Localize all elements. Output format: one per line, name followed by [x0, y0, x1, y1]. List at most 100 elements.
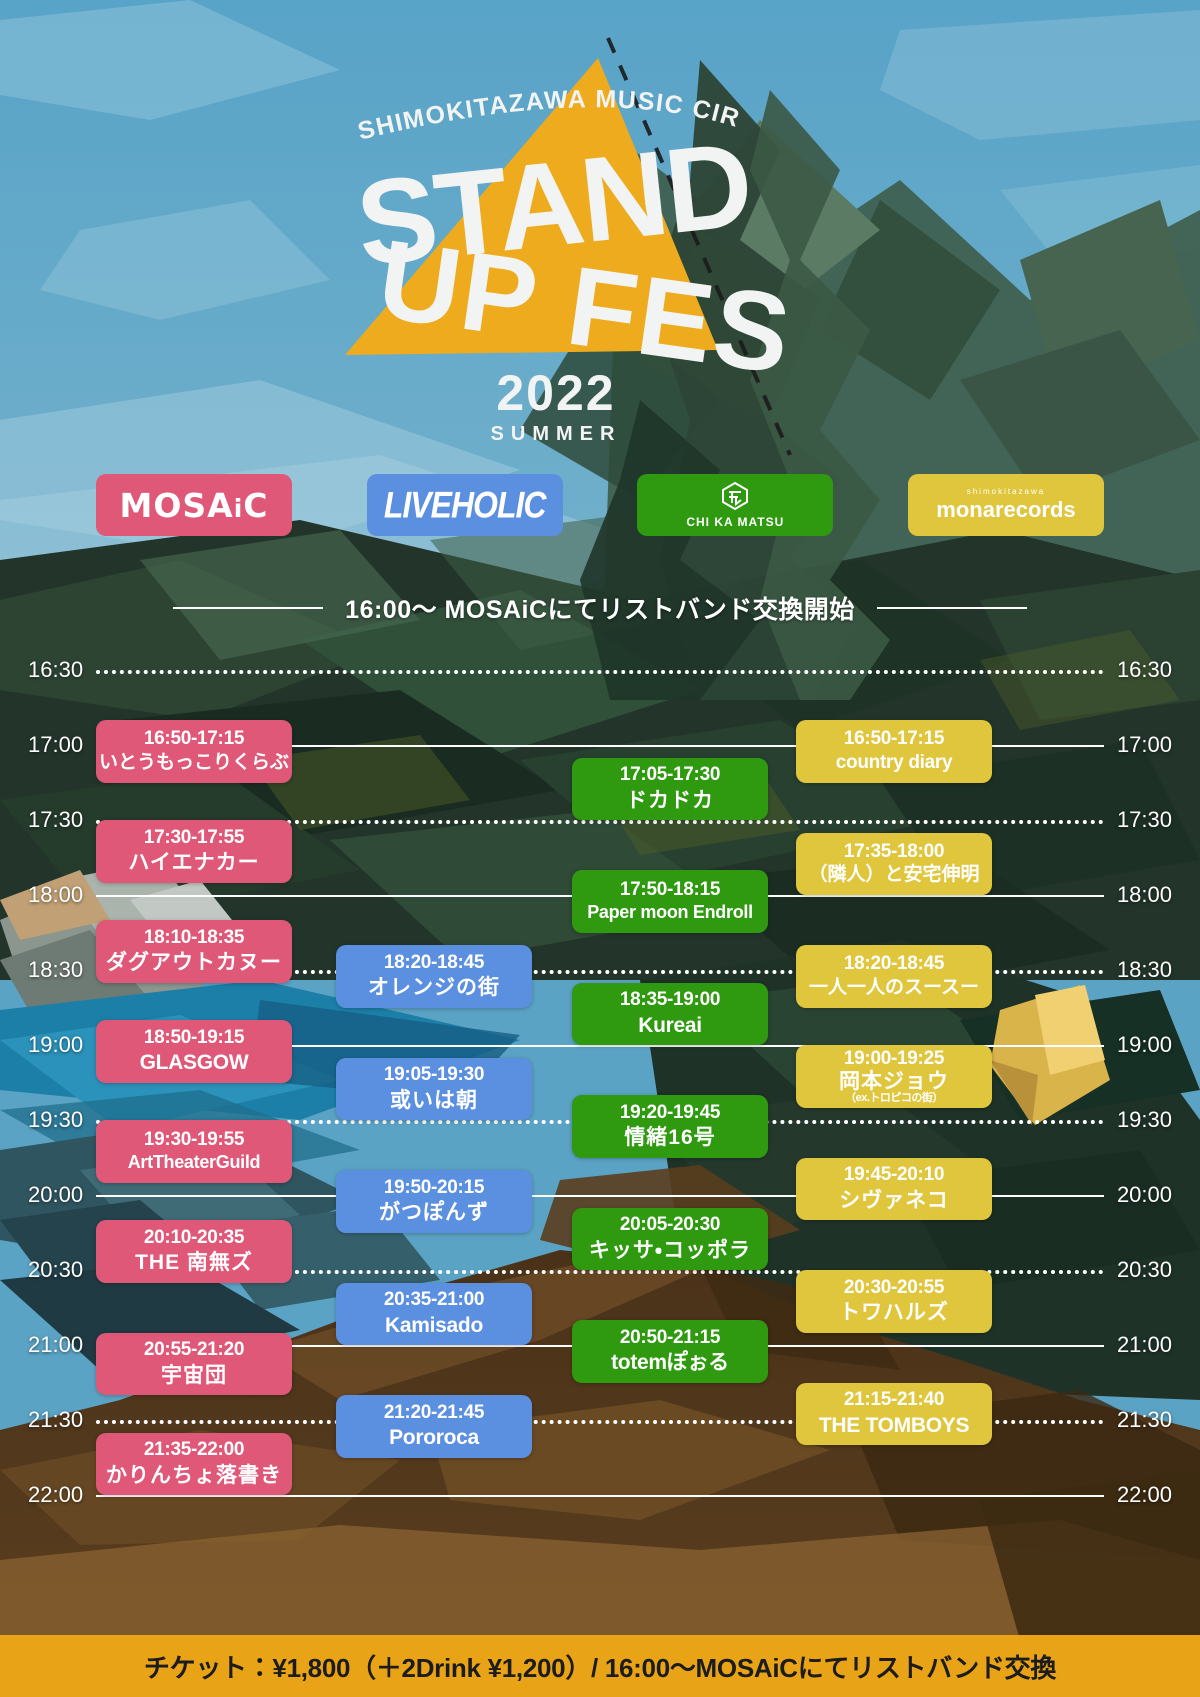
slot-artist-name: country diary — [835, 751, 953, 773]
time-label-left-19-30: 19:30 — [28, 1107, 84, 1132]
slot-time: 17:35-18:00 — [843, 840, 945, 862]
slot-time: 16:50-17:15 — [843, 728, 945, 750]
slot-chikamatsu-1[interactable]: 17:05-17:30 ドカドカ — [572, 757, 768, 820]
venue-logo-mosaic[interactable]: MOSAiC — [96, 474, 292, 536]
slot-monarecords-2[interactable]: 17:35-18:00 （隣人）と安宅伸明 — [796, 832, 992, 895]
slot-monarecords-7[interactable]: 21:15-21:40 THE TOMBOYS — [796, 1382, 992, 1445]
slot-artist-name: キッサ・コッポラ — [588, 1238, 752, 1262]
slot-time: 18:20-18:45 — [843, 953, 945, 975]
slot-chikamatsu-2[interactable]: 17:50-18:15 Paper moon Endroll — [572, 870, 768, 933]
time-label-left-20-30: 20:30 — [28, 1257, 84, 1282]
slot-time: 21:35-22:00 — [143, 1439, 245, 1461]
time-label-right-18-00: 18:00 — [1116, 882, 1172, 907]
slot-artist-name: 岡本ジョウ — [839, 1070, 949, 1094]
time-label-right-18-30: 18:30 — [1116, 957, 1172, 982]
slot-mosaic-8[interactable]: 21:35-22:00 かりんちょ落書き — [96, 1432, 292, 1495]
gridline-17-00 — [96, 745, 1104, 747]
slot-mosaic-2[interactable]: 17:30-17:55 ハイエナカー — [96, 820, 292, 883]
slot-artist-name: 宇宙団 — [161, 1363, 227, 1387]
slot-liveholic-5[interactable]: 21:20-21:45 Pororoca — [336, 1395, 532, 1458]
time-label-left-17-00: 17:00 — [28, 732, 84, 757]
slot-chikamatsu-3[interactable]: 18:35-19:00 Kureai — [572, 982, 768, 1045]
slot-liveholic-3[interactable]: 19:50-20:15 がつぽんず — [336, 1170, 532, 1233]
slot-artist-name: THE 南無ズ — [135, 1251, 253, 1275]
time-label-right-19-30: 19:30 — [1116, 1107, 1172, 1132]
slot-time: 20:50-21:15 — [619, 1326, 721, 1348]
slot-artist-name: GLASGOW — [139, 1051, 249, 1075]
slot-monarecords-6[interactable]: 20:30-20:55 トワハルズ — [796, 1270, 992, 1333]
slot-mosaic-1[interactable]: 16:50-17:15 いとうもっこりくらぶ — [96, 720, 292, 783]
slot-artist-name: Paper moon Endroll — [587, 902, 753, 923]
chikamatsu-crest-icon — [718, 481, 752, 513]
venue-logo-monarecords[interactable]: shimokitazawa monarecords — [907, 474, 1104, 536]
slot-time: 19:20-19:45 — [619, 1101, 721, 1123]
slot-time: 17:05-17:30 — [619, 764, 721, 786]
slot-artist-name: ArtTheaterGuild — [127, 1152, 261, 1173]
slot-mosaic-4[interactable]: 18:50-19:15 GLASGOW — [96, 1020, 292, 1083]
gridline-19-00 — [96, 1045, 1104, 1047]
slot-artist-name: かりんちょ落書き — [106, 1463, 282, 1487]
slot-time: 16:50-17:15 — [143, 728, 245, 750]
slot-monarecords-1[interactable]: 16:50-17:15 country diary — [796, 720, 992, 783]
venue-logo-chikamatsu-label: CHI KA MATSU — [686, 515, 785, 529]
slot-artist-name: オレンジの街 — [368, 976, 500, 1000]
slot-time: 19:05-19:30 — [383, 1064, 485, 1086]
slot-artist-name: totemぽぉる — [611, 1351, 729, 1375]
slot-mosaic-7[interactable]: 20:55-21:20 宇宙団 — [96, 1332, 292, 1395]
ticket-info-text: チケット：¥1,800（＋2Drink ¥1,200）/ 16:00〜MOSAi… — [143, 1652, 1057, 1683]
slot-liveholic-4[interactable]: 20:35-21:00 Kamisado — [336, 1282, 532, 1345]
slot-liveholic-2[interactable]: 19:05-19:30 或いは朝 — [336, 1057, 532, 1120]
slot-time: 21:20-21:45 — [383, 1401, 485, 1423]
time-label-left-16-30: 16:30 — [28, 657, 84, 682]
slot-monarecords-5[interactable]: 19:45-20:10 シヴァネコ — [796, 1157, 992, 1220]
gridline-18-30 — [96, 970, 1104, 974]
slot-artist-name: 情緒16号 — [624, 1126, 716, 1150]
time-label-left-18-30: 18:30 — [28, 957, 84, 982]
slot-time: 19:30-19:55 — [143, 1128, 245, 1150]
slot-artist-name: Pororoca — [389, 1426, 479, 1450]
slot-chikamatsu-5[interactable]: 20:05-20:30 キッサ・コッポラ — [572, 1207, 768, 1270]
time-label-right-20-30: 20:30 — [1116, 1257, 1172, 1282]
ticket-info-bar: チケット：¥1,800（＋2Drink ¥1,200）/ 16:00〜MOSAi… — [0, 1635, 1200, 1697]
venue-logo-monarecords-sub: shimokitazawa — [966, 487, 1046, 496]
banner-rule-right — [876, 607, 1027, 609]
slot-time: 19:45-20:10 — [843, 1164, 945, 1186]
slot-time: 20:05-20:30 — [619, 1214, 721, 1236]
slot-time: 18:35-19:00 — [619, 989, 721, 1011]
timetable: 16:30 17:00 17:30 18:00 18:30 19:00 19:30 20:00… — [0, 640, 1200, 1520]
slot-chikamatsu-6[interactable]: 20:50-21:15 totemぽぉる — [572, 1320, 768, 1383]
slot-artist-name: （隣人）と安宅伸明 — [808, 864, 980, 886]
slot-chikamatsu-4[interactable]: 19:20-19:45 情緒16号 — [572, 1095, 768, 1158]
venue-logo-liveholic-label: LIVEHOLIC — [383, 483, 547, 526]
time-label-left-21-30: 21:30 — [28, 1407, 84, 1432]
wristband-banner: 16:00〜 MOSAiCにてリストバンド交換開始 — [0, 585, 1200, 631]
slot-artist-name: ハイエナカー — [128, 851, 260, 875]
slot-artist-name: 一人一人のスースー — [808, 976, 980, 998]
slot-artist-name: 或いは朝 — [390, 1088, 478, 1112]
venue-logo-liveholic[interactable]: LIVEHOLIC — [366, 474, 563, 536]
slot-monarecords-3[interactable]: 18:20-18:45 一人一人のスースー — [796, 945, 992, 1008]
slot-time: 19:00-19:25 — [843, 1048, 945, 1070]
slot-time: 20:30-20:55 — [843, 1276, 945, 1298]
venue-logo-chikamatsu[interactable]: CHI KA MATSU — [637, 474, 834, 536]
banner-text: 16:00〜 MOSAiCにてリストバンド交換開始 — [345, 596, 855, 624]
slot-monarecords-4[interactable]: 19:00-19:25 岡本ジョウ （ex.トロピコの街） — [796, 1045, 992, 1108]
slot-artist-name: Kamisado — [385, 1313, 483, 1337]
slot-mosaic-5[interactable]: 19:30-19:55 ArtTheaterGuild — [96, 1120, 292, 1183]
slot-mosaic-3[interactable]: 18:10-18:35 ダグアウトカヌー — [96, 920, 292, 983]
time-label-right-16-30: 16:30 — [1116, 657, 1172, 682]
slot-artist-name: ダグアウトカヌー — [106, 951, 282, 975]
slot-artist-name: いとうもっこりくらぶ — [98, 751, 289, 773]
slot-artist-name: シヴァネコ — [839, 1188, 949, 1212]
gridline-22-00 — [96, 1495, 1104, 1497]
slot-artist-note: （ex.トロピコの街） — [845, 1092, 943, 1105]
gridline-16-30 — [96, 670, 1104, 674]
slot-time: 17:30-17:55 — [143, 826, 245, 848]
time-label-right-19-00: 19:00 — [1116, 1032, 1172, 1057]
slot-mosaic-6[interactable]: 20:10-20:35 THE 南無ズ — [96, 1220, 292, 1283]
slot-time: 20:10-20:35 — [143, 1226, 245, 1248]
slot-time: 18:50-19:15 — [143, 1026, 245, 1048]
time-label-right-22-00: 22:00 — [1116, 1482, 1172, 1507]
slot-liveholic-1[interactable]: 18:20-18:45 オレンジの街 — [336, 945, 532, 1008]
